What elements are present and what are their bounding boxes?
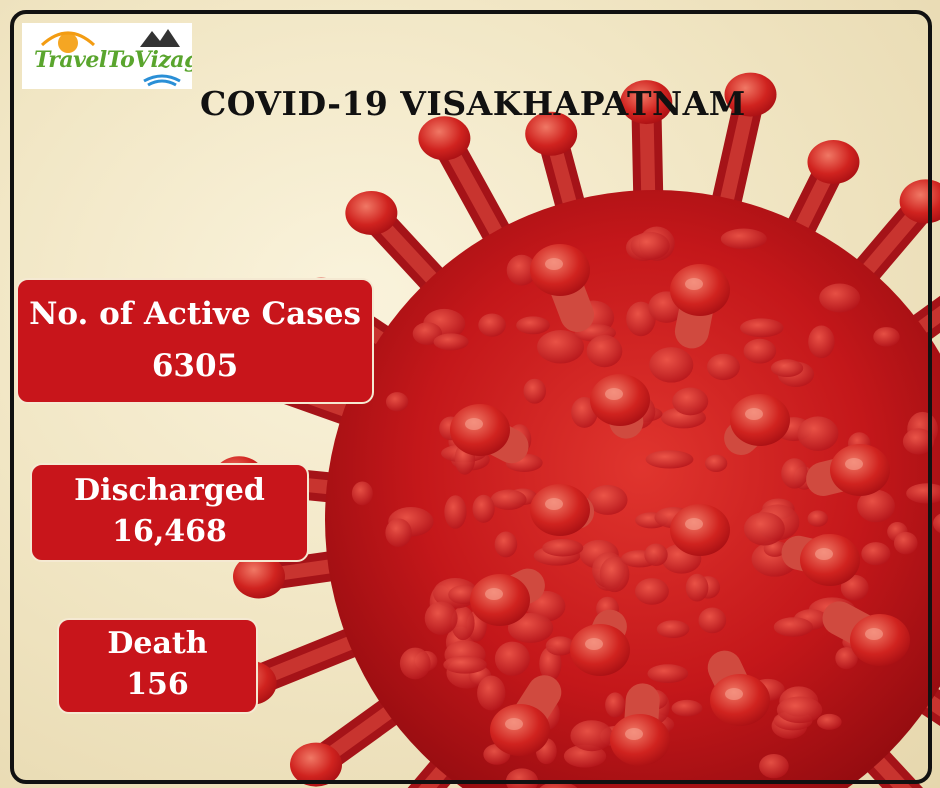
- discharged-value: 16,468: [112, 514, 227, 549]
- death-value: 156: [126, 667, 189, 702]
- death-card: Death 156: [57, 618, 258, 714]
- discharged-card: Discharged 16,468: [30, 463, 309, 562]
- active-cases-value: 6305: [151, 348, 239, 384]
- active-cases-card: No. of Active Cases 6305: [16, 278, 374, 404]
- logo-text: TravelToVizag: [34, 47, 192, 73]
- discharged-label: Discharged: [74, 473, 265, 508]
- death-label: Death: [107, 626, 208, 661]
- active-cases-label: No. of Active Cases: [29, 296, 361, 332]
- sun-mountains-icon: [40, 29, 181, 87]
- brand-logo: TravelToVizag: [22, 23, 192, 89]
- page-title: COVID-19 VISAKHAPATNAM: [200, 84, 746, 123]
